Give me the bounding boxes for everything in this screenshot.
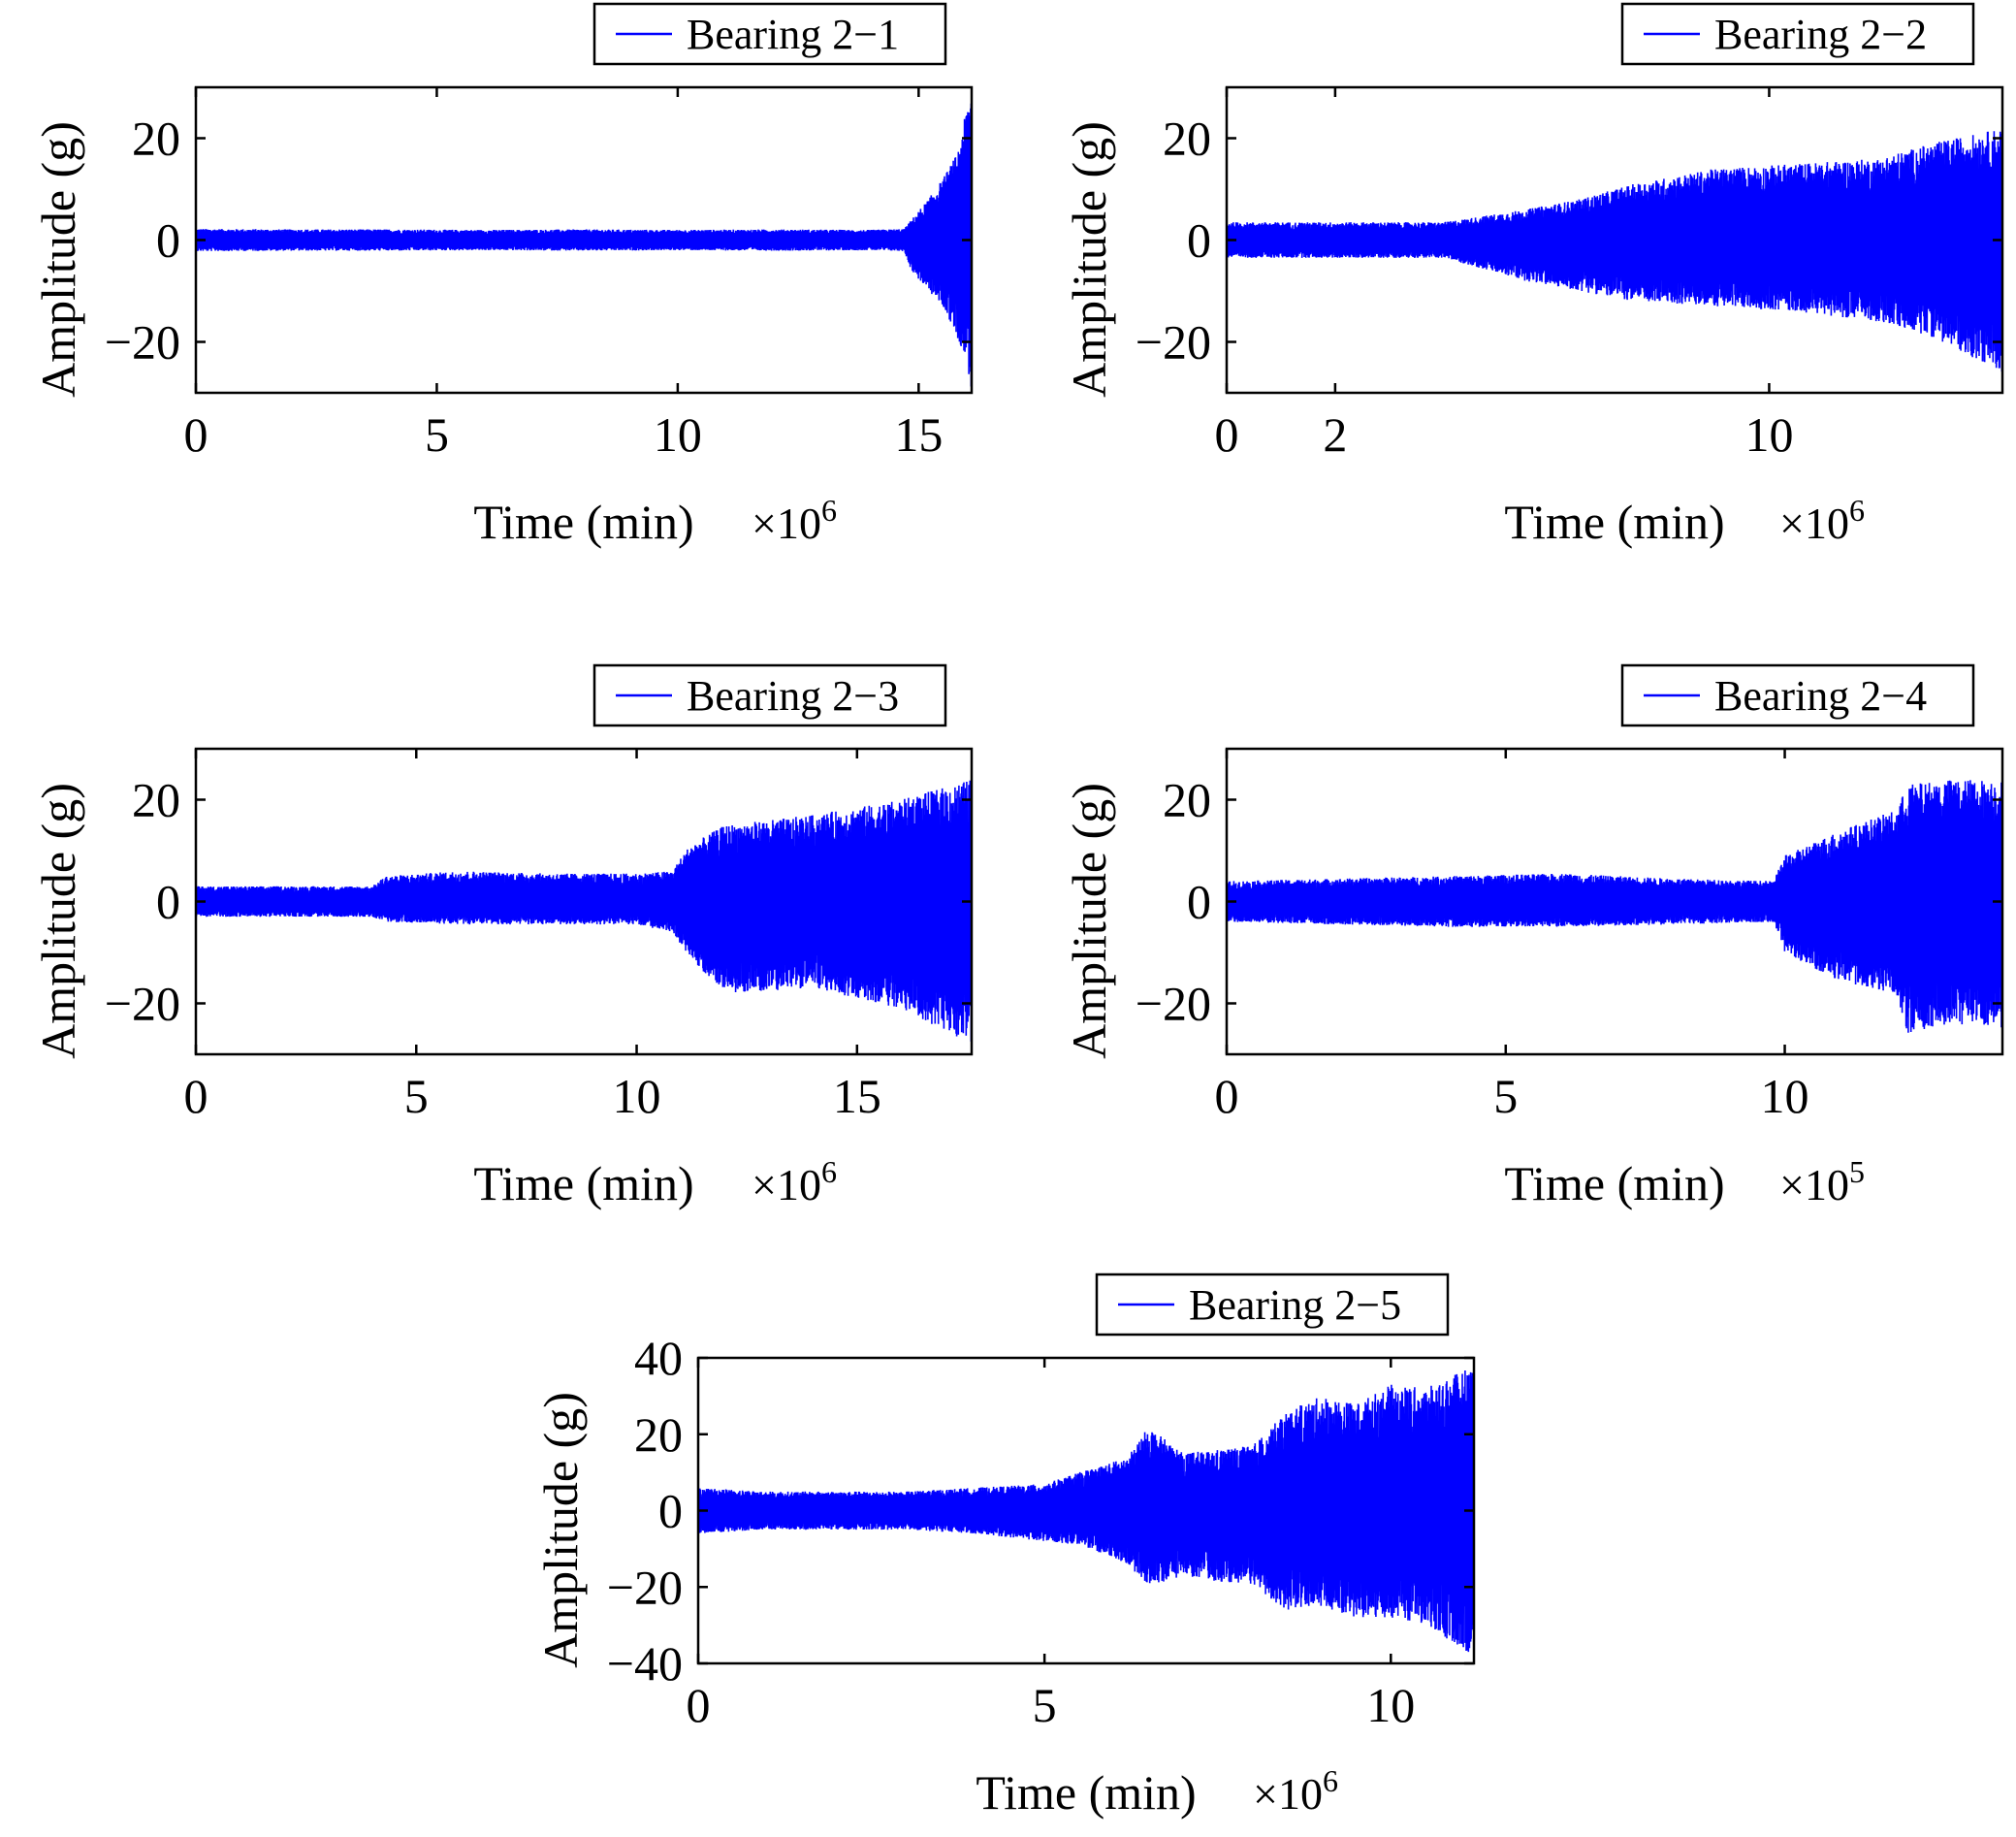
x-tick-label: 0 [1215, 407, 1239, 462]
x-axis-multiplier: ×106 [1779, 493, 1865, 548]
x-multiplier-base: ×10 [1779, 499, 1849, 548]
x-axis-multiplier: ×106 [752, 493, 837, 548]
x-tick-label: 0 [184, 1069, 208, 1123]
x-tick-label: 10 [613, 1069, 661, 1123]
y-tick-label: 0 [658, 1484, 683, 1538]
vibration-signal-line [196, 103, 972, 387]
y-tick-label: −20 [105, 977, 180, 1031]
x-multiplier-exponent: 6 [1849, 493, 1865, 528]
y-axis-label: Amplitude (g) [31, 121, 85, 398]
y-tick-label: 20 [634, 1407, 683, 1462]
legend: Bearing 2−3 [592, 663, 947, 727]
x-axis-label: Time (min) [473, 495, 693, 549]
y-tick-label: −20 [1136, 977, 1211, 1031]
legend: Bearing 2−4 [1620, 663, 1975, 727]
x-tick-label: 5 [1033, 1678, 1057, 1732]
vibration-signal-line [196, 780, 972, 1042]
legend: Bearing 2−2 [1620, 2, 1975, 66]
x-tick-label: 5 [425, 407, 449, 462]
x-tick-label: 5 [1493, 1069, 1518, 1123]
x-tick-label: 0 [1215, 1069, 1239, 1123]
y-tick-label: 40 [634, 1331, 683, 1385]
legend-label: Bearing 2−5 [1189, 1281, 1401, 1329]
y-tick-label: 20 [132, 773, 180, 827]
vibration-signal-line [1227, 780, 2002, 1033]
y-tick-label: −40 [607, 1636, 683, 1691]
legend-label: Bearing 2−3 [687, 672, 899, 720]
x-tick-label: 0 [184, 407, 208, 462]
x-multiplier-base: ×10 [752, 1160, 821, 1209]
vibration-signal-line [1227, 131, 2002, 372]
x-axis-label: Time (min) [473, 1156, 693, 1210]
x-tick-label: 15 [833, 1069, 881, 1123]
x-tick-label: 2 [1323, 407, 1347, 462]
vibration-signal-line [698, 1370, 1474, 1653]
x-tick-label: 10 [1366, 1678, 1415, 1732]
x-axis-label: Time (min) [1504, 1156, 1724, 1210]
x-tick-label: 10 [1744, 407, 1793, 462]
x-multiplier-exponent: 6 [821, 1154, 837, 1189]
x-axis-multiplier: ×106 [752, 1154, 837, 1209]
y-tick-label: 0 [156, 213, 180, 268]
legend-label: Bearing 2−4 [1714, 672, 1927, 720]
legend: Bearing 2−1 [592, 2, 947, 66]
y-tick-label: 20 [132, 112, 180, 166]
x-axis-multiplier: ×106 [1253, 1763, 1338, 1819]
legend: Bearing 2−5 [1095, 1273, 1450, 1337]
legend-box [592, 663, 947, 727]
y-tick-label: 0 [1187, 213, 1211, 268]
y-tick-label: 20 [1163, 773, 1211, 827]
y-axis-label: Amplitude (g) [1062, 121, 1116, 398]
subplot-bearing-2-5: 0 5 10 −40 −20 0 20 40 Amplitude (g) Time (min) ×1… [533, 1273, 1476, 1820]
x-tick-label: 0 [687, 1678, 711, 1732]
x-tick-label: 10 [1761, 1069, 1809, 1123]
y-tick-label: −20 [105, 315, 180, 370]
y-axis-label: Amplitude (g) [1062, 783, 1116, 1059]
x-multiplier-base: ×10 [1253, 1769, 1323, 1819]
x-axis-label: Time (min) [976, 1765, 1196, 1820]
legend-label: Bearing 2−1 [687, 11, 899, 58]
y-tick-label: −20 [607, 1560, 683, 1614]
legend-label: Bearing 2−2 [1714, 11, 1927, 58]
y-tick-label: 0 [1187, 875, 1211, 929]
x-multiplier-base: ×10 [1779, 1160, 1849, 1209]
x-multiplier-base: ×10 [752, 499, 821, 548]
y-axis-label: Amplitude (g) [533, 1392, 588, 1668]
y-tick-label: −20 [1136, 315, 1211, 370]
y-axis-label: Amplitude (g) [31, 783, 85, 1059]
x-axis-multiplier: ×105 [1779, 1154, 1865, 1209]
x-multiplier-exponent: 6 [1323, 1763, 1338, 1798]
x-tick-label: 15 [894, 407, 943, 462]
y-tick-label: 20 [1163, 112, 1211, 166]
x-tick-label: 10 [654, 407, 702, 462]
x-multiplier-exponent: 5 [1849, 1154, 1865, 1189]
x-tick-label: 5 [404, 1069, 429, 1123]
y-tick-label: 0 [156, 875, 180, 929]
x-axis-label: Time (min) [1504, 495, 1724, 549]
x-multiplier-exponent: 6 [821, 493, 837, 528]
